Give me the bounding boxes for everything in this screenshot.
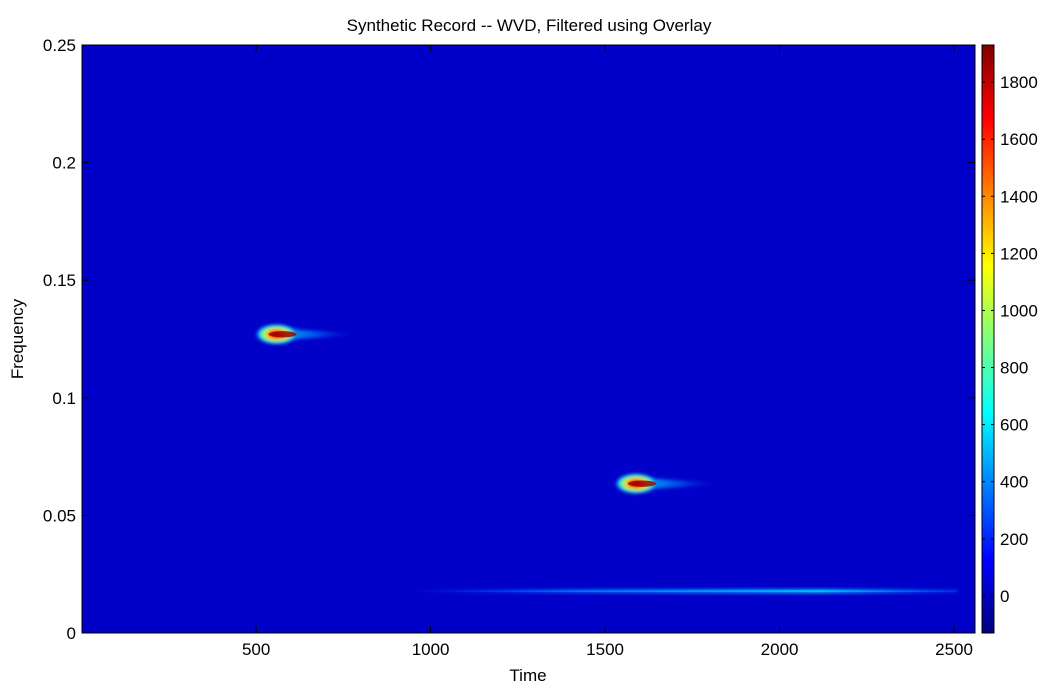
y-tick-label: 0.05: [43, 506, 76, 525]
colorbar-tick-label: 1600: [1000, 130, 1038, 149]
y-axis-label: Frequency: [8, 298, 27, 379]
y-tick-label: 0.15: [43, 271, 76, 290]
colorbar-tick-label: 0: [1000, 587, 1009, 606]
feature-line-core-2: [409, 590, 958, 592]
colorbar-tick-label: 1200: [1000, 244, 1038, 263]
y-axis-ticks: 0 0.05 0.1 0.15 0.2 0.25: [43, 36, 975, 643]
x-axis-label: Time: [509, 666, 546, 685]
colorbar-tick-label: 800: [1000, 359, 1028, 378]
heatmap-background: [82, 45, 975, 633]
y-tick-label: 0.25: [43, 36, 76, 55]
y-tick-label: 0.2: [52, 154, 76, 173]
x-tick-label: 1000: [412, 640, 450, 659]
colorbar-ticks: 0 200 400 600 800 1000 1200 1400 1600 1800: [982, 73, 1038, 606]
colorbar-tick-label: 1400: [1000, 187, 1038, 206]
x-axis-ticks: 500 1000 1500 2000 2500: [242, 45, 973, 659]
colorbar-tick-label: 1800: [1000, 73, 1038, 92]
x-tick-label: 2500: [935, 640, 973, 659]
colorbar: [981, 44, 995, 634]
x-tick-label: 2000: [761, 640, 799, 659]
x-tick-label: 1500: [586, 640, 624, 659]
colorbar-tick-label: 400: [1000, 473, 1028, 492]
chart-title: Synthetic Record -- WVD, Filtered using …: [347, 16, 712, 35]
feature-core-0: [268, 331, 297, 338]
colorbar-tick-label: 600: [1000, 416, 1028, 435]
plot-frame: [81, 44, 976, 634]
feature-core-1: [627, 480, 656, 487]
y-tick-label: 0: [67, 624, 76, 643]
x-tick-label: 500: [242, 640, 270, 659]
y-tick-label: 0.1: [52, 389, 76, 408]
heatmap-features: [254, 323, 958, 594]
colorbar-tick-label: 1000: [1000, 301, 1038, 320]
colorbar-tick-label: 200: [1000, 530, 1028, 549]
